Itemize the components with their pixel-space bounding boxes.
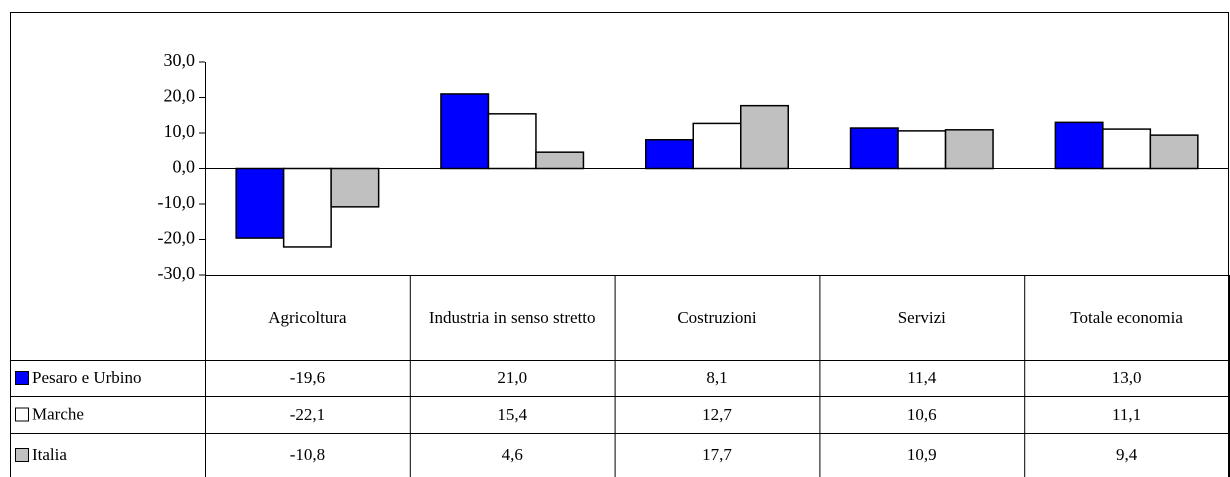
legend-label: Marche: [32, 404, 84, 423]
bar: [440, 93, 490, 170]
table-value: 10,9: [906, 445, 937, 464]
y-tick-label: -30,0: [158, 263, 196, 283]
legend-label: Italia: [32, 445, 67, 464]
table-value-cell: 11,1: [1112, 404, 1142, 424]
table-value: -10,8: [289, 445, 326, 464]
bar: [692, 122, 742, 170]
table-value: -19,6: [289, 368, 326, 387]
bar: [330, 167, 380, 208]
table-value-cell: -22,1: [289, 404, 326, 424]
category-label-cell: Industria in senso stretto: [428, 307, 596, 327]
bar: [897, 130, 947, 170]
y-tick-label: 10,0: [164, 121, 196, 141]
bar: [235, 167, 285, 239]
table-value: 21,0: [497, 368, 528, 387]
table-value-cell: 4,6: [501, 445, 523, 464]
table-value-cell: 9,4: [1115, 445, 1138, 464]
table-value: 11,4: [907, 368, 937, 387]
bar: [645, 138, 694, 170]
legend-swatch: [15, 448, 29, 462]
category-label: Totale economia: [1070, 307, 1183, 327]
table-value-cell: 21,0: [497, 368, 528, 387]
category-label: Servizi: [897, 307, 946, 327]
y-tick-label: 20,0: [164, 86, 196, 106]
table-value-cell: 8,1: [706, 368, 728, 387]
bar: [282, 167, 332, 248]
table-value: 17,7: [702, 445, 732, 464]
table-value-cell: 17,7: [702, 445, 732, 464]
table-value: 4,6: [501, 445, 523, 464]
table-value: -22,1: [289, 404, 326, 424]
bar: [944, 129, 994, 170]
y-tick-label: -10,0: [158, 192, 196, 212]
table-value-cell: 10,9: [906, 445, 937, 464]
table-value: 12,7: [702, 404, 732, 424]
legend-swatch: [15, 407, 29, 422]
table-value-cell: 15,4: [497, 404, 528, 424]
table-value-cell: 10,6: [906, 404, 937, 424]
category-label-cell: Costruzioni: [677, 307, 757, 327]
category-label-cell: Servizi: [897, 307, 946, 327]
table-value-cell: 12,7: [702, 404, 732, 424]
table-value: 13,0: [1111, 368, 1142, 387]
bar: [1102, 128, 1152, 170]
table-value: 8,1: [706, 368, 728, 387]
bar: [1054, 121, 1104, 170]
y-tick-label: -20,0: [158, 228, 196, 248]
y-tick-label: 0,0: [173, 157, 196, 177]
table-value: 9,4: [1115, 445, 1138, 464]
category-label: Costruzioni: [677, 307, 757, 327]
category-label: Industria in senso stretto: [428, 307, 596, 327]
bar: [535, 151, 585, 170]
chart-frame: [10, 12, 1229, 477]
table-value-cell: 13,0: [1111, 368, 1142, 387]
bar: [740, 104, 789, 170]
table-value: 10,6: [906, 404, 937, 424]
table-value-cell: -19,6: [289, 368, 326, 387]
table-value-cell: 11,4: [907, 368, 937, 387]
table-value-cell: -10,8: [289, 445, 326, 464]
bar: [487, 113, 537, 170]
category-label: Agricoltura: [268, 307, 347, 327]
y-tick-label: 30,0: [164, 50, 196, 70]
bar: [1149, 134, 1199, 170]
category-label-cell: Totale economia: [1070, 307, 1183, 327]
category-label-cell: Agricoltura: [268, 307, 347, 327]
legend-label: Pesaro e Urbino: [32, 368, 142, 387]
table-value: 11,1: [1112, 404, 1142, 424]
bar: [849, 127, 899, 170]
table-value: 15,4: [497, 404, 528, 424]
legend-swatch: [15, 371, 29, 385]
